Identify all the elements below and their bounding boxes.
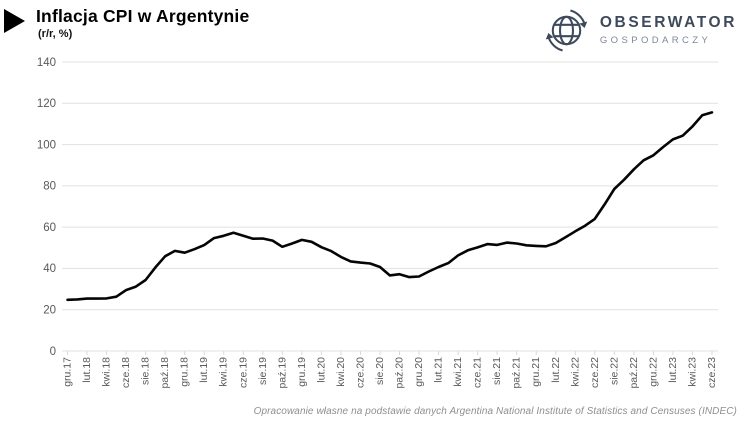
x-tick-label: lut.18 — [81, 357, 93, 383]
x-tick-label: kwi.19 — [218, 357, 230, 387]
x-tick-label: sie.22 — [608, 357, 620, 385]
x-tick-label: cze.22 — [589, 357, 601, 388]
globe-arrows-icon — [545, 9, 588, 52]
chart-header: Inflacja CPI w Argentynie (r/r, %) — [4, 6, 249, 40]
x-tick-label: kwi.22 — [569, 357, 581, 387]
y-tick-label: 0 — [50, 346, 56, 358]
x-tick-label: kwi.23 — [686, 357, 698, 387]
x-tick-label: paź.19 — [276, 357, 288, 389]
logo-text: OBSERWATOR GOSPODARCZY — [600, 14, 737, 47]
x-tick-label: sie.20 — [374, 357, 386, 385]
x-tick-label: paź.22 — [628, 357, 640, 389]
page-title: Inflacja CPI w Argentynie — [36, 6, 250, 26]
cpi-series-line — [66, 111, 714, 302]
y-tick-label: 40 — [43, 263, 56, 275]
x-tick-label: sie.21 — [491, 357, 503, 385]
y-tick-label: 100 — [37, 139, 56, 151]
x-tick-label: sie.19 — [257, 357, 269, 385]
x-tick-label: lut.21 — [433, 357, 445, 383]
logo-tagline: GOSPODARCZY — [599, 35, 712, 46]
y-tick-label: 60 — [43, 222, 56, 234]
play-triangle-icon — [4, 9, 25, 33]
x-tick-label: paź.18 — [159, 357, 171, 389]
x-tick-label: gru.19 — [296, 357, 308, 387]
y-tick-label: 80 — [43, 181, 56, 193]
title-block: Inflacja CPI w Argentynie (r/r, %) — [36, 6, 249, 40]
x-tick-label: cze.21 — [472, 357, 484, 388]
x-tick-label: gru.22 — [647, 357, 659, 387]
y-tick-label: 120 — [37, 98, 56, 110]
x-tick-label: gru.21 — [530, 357, 542, 387]
x-tick-label: gru.20 — [413, 357, 425, 387]
logo-name: OBSERWATOR — [599, 14, 737, 31]
x-tick-label: gru.18 — [179, 357, 191, 387]
page-subtitle: (r/r, %) — [38, 28, 73, 40]
x-tick-label: lut.22 — [550, 357, 562, 383]
y-tick-label: 140 — [37, 57, 56, 69]
x-tick-label: kwi.20 — [335, 357, 347, 387]
x-tick-label: kwi.21 — [452, 357, 464, 387]
x-tick-label: cze.18 — [120, 357, 132, 388]
y-tick-label: 20 — [43, 305, 56, 317]
source-note: Opracowanie własne na podstawie danych A… — [253, 406, 737, 417]
x-tick-label: lut.20 — [315, 357, 327, 383]
x-tick-label: paź.20 — [394, 357, 406, 389]
observator-gospodarczy-logo: OBSERWATOR GOSPODARCZY — [543, 7, 737, 54]
x-tick-label: paź.21 — [511, 357, 523, 389]
x-tick-label: kwi.18 — [101, 357, 113, 387]
x-tick-label: gru.17 — [62, 357, 74, 387]
x-tick-label: lut.19 — [198, 357, 210, 383]
x-tick-label: cze.23 — [706, 357, 718, 388]
x-tick-label: cze.19 — [237, 357, 249, 388]
x-tick-label: sie.18 — [140, 357, 152, 385]
x-tick-label: lut.23 — [667, 357, 679, 383]
x-tick-label: cze.20 — [354, 357, 366, 388]
